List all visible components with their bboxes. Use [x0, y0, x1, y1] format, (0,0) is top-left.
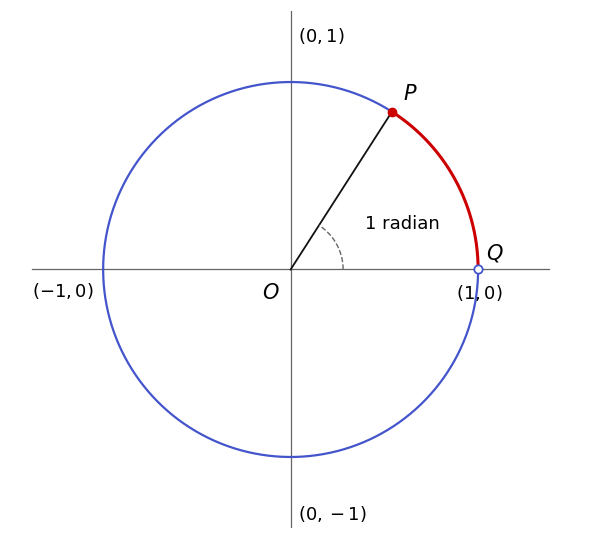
Text: $O$: $O$ [262, 282, 280, 302]
Text: $(1,0)$: $(1,0)$ [455, 282, 502, 302]
Text: $(-1,0)$: $(-1,0)$ [32, 281, 94, 301]
Text: $P$: $P$ [403, 84, 418, 104]
Text: $Q$: $Q$ [485, 242, 503, 264]
Text: $(0,1)$: $(0,1)$ [298, 26, 345, 46]
Text: $(0,-1)$: $(0,-1)$ [298, 504, 367, 524]
Text: 1 radian: 1 radian [365, 216, 440, 233]
